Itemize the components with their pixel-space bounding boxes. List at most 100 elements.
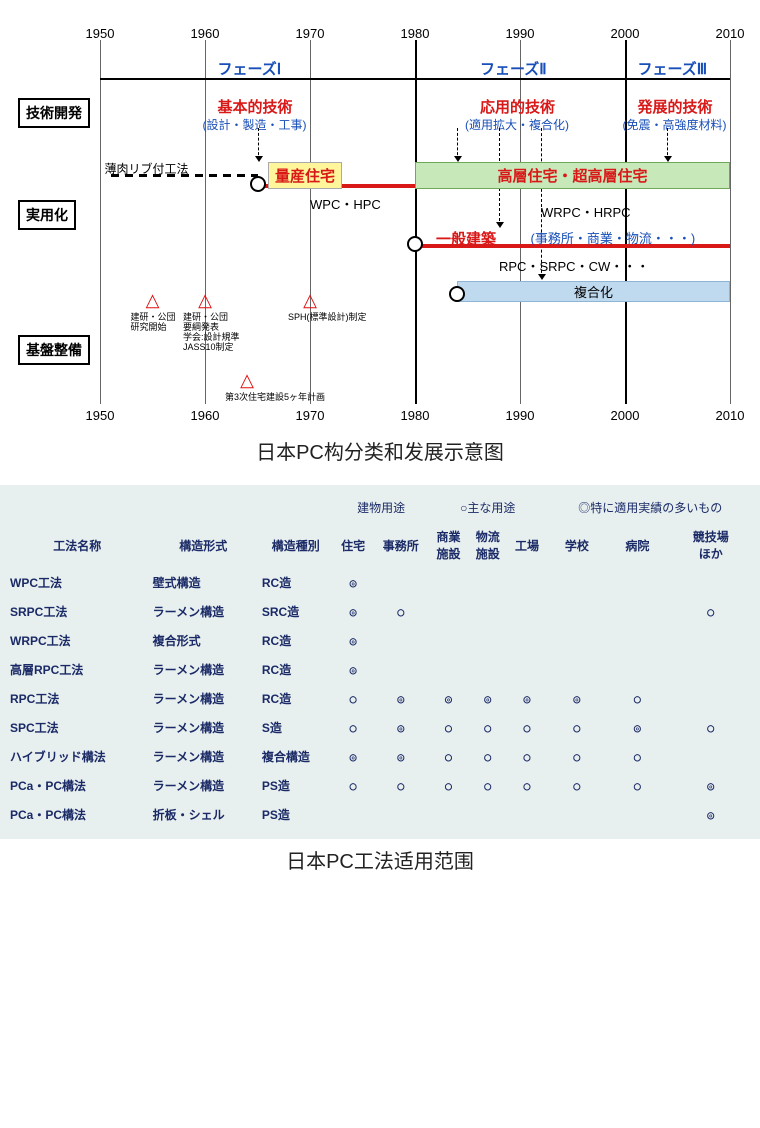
cell-mark: ○	[334, 771, 373, 800]
tl-label: WRPC・HRPC	[541, 202, 631, 221]
vline	[520, 40, 521, 404]
cell-mark: ◎	[334, 568, 373, 597]
cell-mark	[507, 655, 546, 684]
phase-label: フェーズⅠ	[218, 58, 282, 79]
cell-mark: ◎	[373, 684, 429, 713]
arrow-down	[667, 128, 668, 160]
cell-mark: ○	[507, 771, 546, 800]
cell-mark: ○	[547, 742, 607, 771]
table-row: WRPC工法複合形式RC造◎	[6, 626, 754, 655]
tick-bot: 1960	[191, 408, 220, 423]
cell-mark: ◎	[429, 684, 468, 713]
cell-mark: ○	[429, 771, 468, 800]
cell-type: PS造	[258, 771, 334, 800]
cell-mark: ○	[468, 742, 507, 771]
dev-title: 発展的技術	[638, 96, 713, 117]
cell-mark	[429, 655, 468, 684]
table-row: PCa・PC構法折板・シェルPS造◎	[6, 800, 754, 829]
cell-name: SPC工法	[6, 713, 149, 742]
tick-bot: 2000	[611, 408, 640, 423]
cell-mark: ◎	[668, 771, 754, 800]
col-head: 構造形式	[149, 522, 258, 568]
cell-mark	[468, 568, 507, 597]
tick-top: 1950	[86, 26, 115, 41]
cell-mark: ○	[668, 597, 754, 626]
cell-type: RC造	[258, 684, 334, 713]
cell-mark: ○	[334, 713, 373, 742]
cell-mark	[468, 626, 507, 655]
cell-mark: ○	[547, 771, 607, 800]
col-head: 商業施設	[429, 522, 468, 568]
cell-name: PCa・PC構法	[6, 771, 149, 800]
cell-mark: ◎	[668, 800, 754, 829]
cell-mark	[334, 800, 373, 829]
cell-name: SRPC工法	[6, 597, 149, 626]
cell-mark	[468, 597, 507, 626]
cell-mark: ○	[468, 771, 507, 800]
cell-mark: ○	[429, 742, 468, 771]
bar-label: 薄肉リブ付工法	[105, 160, 189, 177]
tick-top: 2010	[716, 26, 745, 41]
table-row: SPC工法ラーメン構造S造○◎○○○○◎○	[6, 713, 754, 742]
cell-mark	[607, 568, 667, 597]
tl-label: 一般建築	[436, 228, 496, 249]
col-head: 物流施設	[468, 522, 507, 568]
cell-mark	[507, 597, 546, 626]
cell-mark	[668, 655, 754, 684]
cell-mark	[547, 568, 607, 597]
cell-form: 複合形式	[149, 626, 258, 655]
cell-mark: ○	[507, 742, 546, 771]
cell-mark: ◎	[334, 597, 373, 626]
cell-mark: ◎	[373, 713, 429, 742]
dev-title: 応用的技術	[480, 96, 555, 117]
node-circle	[407, 236, 423, 252]
tl-label: WPC・HPC	[310, 194, 381, 213]
cell-mark: ◎	[373, 742, 429, 771]
tick-bot: 1970	[296, 408, 325, 423]
triangle-icon: △	[198, 290, 212, 311]
blue-box: 複合化	[457, 281, 730, 302]
cell-mark: ○	[547, 713, 607, 742]
tick-top: 1960	[191, 26, 220, 41]
cell-mark: ○	[468, 713, 507, 742]
cell-type: RC造	[258, 626, 334, 655]
tick-top: 2000	[611, 26, 640, 41]
triangle-icon: △	[146, 290, 160, 311]
cell-type: RC造	[258, 655, 334, 684]
col-head: 事務所	[373, 522, 429, 568]
triangle-note: SPH(標準設計)制定	[288, 312, 367, 322]
cell-mark	[607, 626, 667, 655]
cell-mark	[468, 655, 507, 684]
cell-mark: ○	[334, 684, 373, 713]
col-head: 構造種別	[258, 522, 334, 568]
legend-row: 建物用途 ○主な用途 ◎特に適用実績の多いもの	[6, 493, 754, 522]
cell-mark	[429, 597, 468, 626]
phase-baseline	[100, 78, 730, 80]
cell-mark: ◎	[507, 684, 546, 713]
cell-type: RC造	[258, 568, 334, 597]
cell-mark	[429, 568, 468, 597]
sidebox: 基盤整備	[18, 335, 90, 365]
vline	[415, 40, 417, 404]
cell-form: 折板・シェル	[149, 800, 258, 829]
phase-label: フェーズⅢ	[638, 58, 708, 79]
cell-name: 高層RPC工法	[6, 655, 149, 684]
cell-form: ラーメン構造	[149, 713, 258, 742]
cell-mark: ◎	[334, 655, 373, 684]
cell-mark: ○	[607, 684, 667, 713]
cell-mark: ○	[607, 742, 667, 771]
cell-type: PS造	[258, 800, 334, 829]
cell-mark	[547, 800, 607, 829]
sidebox: 技術開発	[18, 98, 90, 128]
cell-mark	[668, 568, 754, 597]
timeline-diagram: 1950195019601960197019701980198019901990…	[0, 0, 760, 430]
cell-mark: ◎	[607, 713, 667, 742]
tl-label: (事務所・商業・物流・・・)	[531, 228, 696, 247]
arrow-down	[258, 128, 259, 160]
node-circle	[449, 286, 465, 302]
triangle-note: 建研・公団研究開始	[131, 312, 176, 332]
sidebox: 実用化	[18, 200, 76, 230]
col-head: 学校	[547, 522, 607, 568]
col-head: 工場	[507, 522, 546, 568]
cell-mark	[607, 655, 667, 684]
